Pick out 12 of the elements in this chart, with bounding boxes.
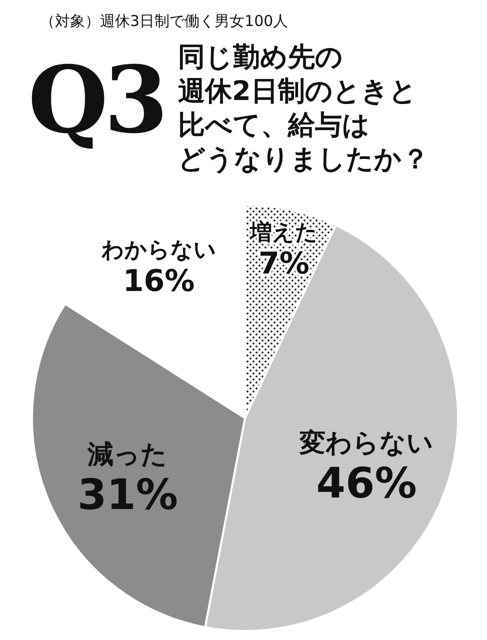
text: 比べて、給与は xyxy=(178,110,370,141)
data-label: 31% xyxy=(77,470,178,519)
text: （対象）週休3日制で働く男女100人 xyxy=(40,12,288,30)
slice-label: わからない xyxy=(100,238,216,264)
slice-label: 減った xyxy=(86,440,168,470)
text: 週休2日制のときと xyxy=(178,76,417,107)
slice-label: 変わらない xyxy=(298,428,434,458)
text: どうなりましたか？ xyxy=(178,144,429,175)
data-label: 16% xyxy=(122,264,195,300)
data-label: 46% xyxy=(316,458,417,508)
chart-title: Q3 xyxy=(28,46,164,154)
text: 同じ勤め先の xyxy=(178,42,343,73)
